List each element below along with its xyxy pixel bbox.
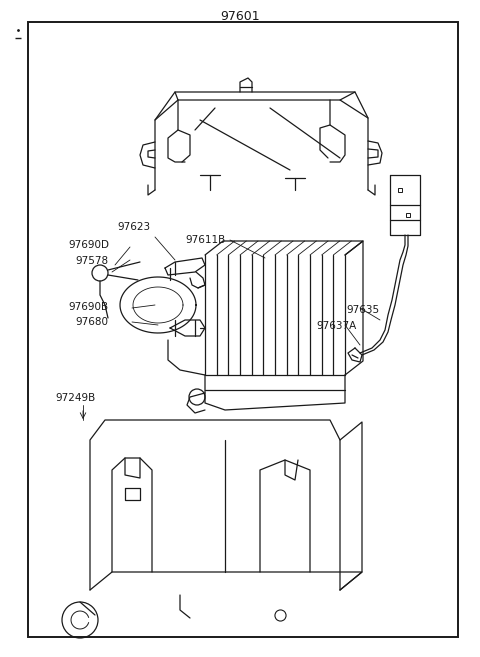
Text: 97623: 97623: [117, 222, 150, 232]
Text: 97635: 97635: [346, 305, 379, 315]
Text: 97690B: 97690B: [68, 302, 108, 312]
Text: 97690D: 97690D: [68, 240, 109, 250]
Text: 97611B: 97611B: [185, 235, 225, 245]
Text: 97680: 97680: [75, 317, 108, 327]
Text: 97601: 97601: [220, 10, 260, 23]
Bar: [28, 22, 458, 637]
Text: 97249B: 97249B: [55, 393, 95, 403]
Text: 97578: 97578: [75, 256, 108, 266]
Text: 97637A: 97637A: [316, 321, 356, 331]
